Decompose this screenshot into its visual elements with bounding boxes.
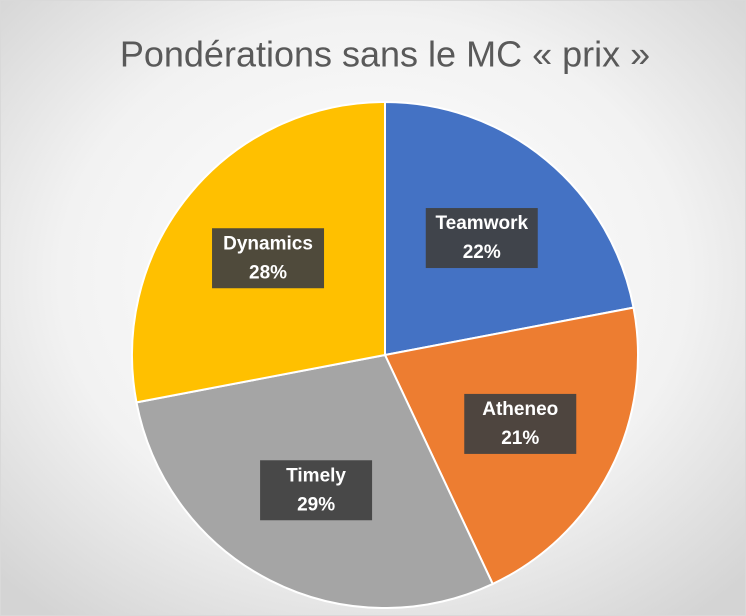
data-labels: Teamwork 22% Atheneo 21% Timely 29% Dynamics 28… bbox=[212, 208, 577, 521]
label-box bbox=[425, 208, 538, 269]
label-value: 29% bbox=[297, 494, 335, 515]
label-category: Teamwork bbox=[435, 213, 528, 234]
pie bbox=[131, 100, 639, 609]
label-value: 22% bbox=[463, 242, 501, 263]
label-category: Atheneo bbox=[482, 399, 558, 420]
label-category: Timely bbox=[286, 465, 346, 486]
label-box bbox=[212, 228, 325, 289]
label-value: 21% bbox=[501, 428, 539, 449]
label-category: Dynamics bbox=[223, 233, 313, 254]
chart-title: Pondérations sans le MC « prix » bbox=[120, 34, 650, 75]
label-value: 28% bbox=[249, 262, 287, 283]
label-box bbox=[260, 460, 373, 521]
label-box bbox=[464, 393, 577, 454]
